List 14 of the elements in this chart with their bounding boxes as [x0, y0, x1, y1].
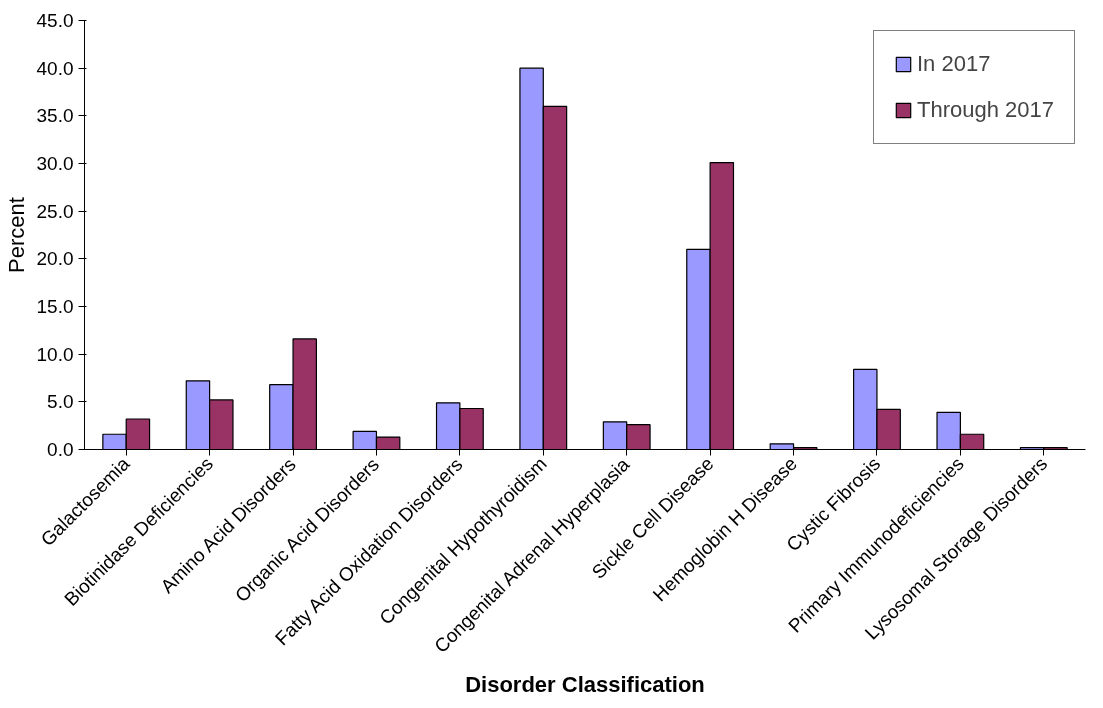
- y-tick-label: 35.0: [36, 105, 74, 127]
- y-axis-title: Percent: [3, 197, 29, 273]
- y-tick-label: 10.0: [36, 343, 74, 365]
- y-tick-label: 45.0: [36, 10, 74, 31]
- y-tick-label: 0.0: [47, 439, 74, 460]
- y-tick-label: 20.0: [36, 248, 74, 270]
- y-tick-label: 25.0: [36, 200, 74, 222]
- y-tick-label: 5.0: [47, 391, 74, 413]
- legend-label: In 2017: [917, 51, 991, 77]
- y-tick-label: 30.0: [36, 153, 74, 174]
- y-tick-label: 15.0: [36, 296, 74, 317]
- legend-label: Through 2017: [917, 97, 1054, 123]
- y-tick-label: 40.0: [36, 57, 74, 79]
- x-axis-title: Disorder Classification: [465, 672, 705, 698]
